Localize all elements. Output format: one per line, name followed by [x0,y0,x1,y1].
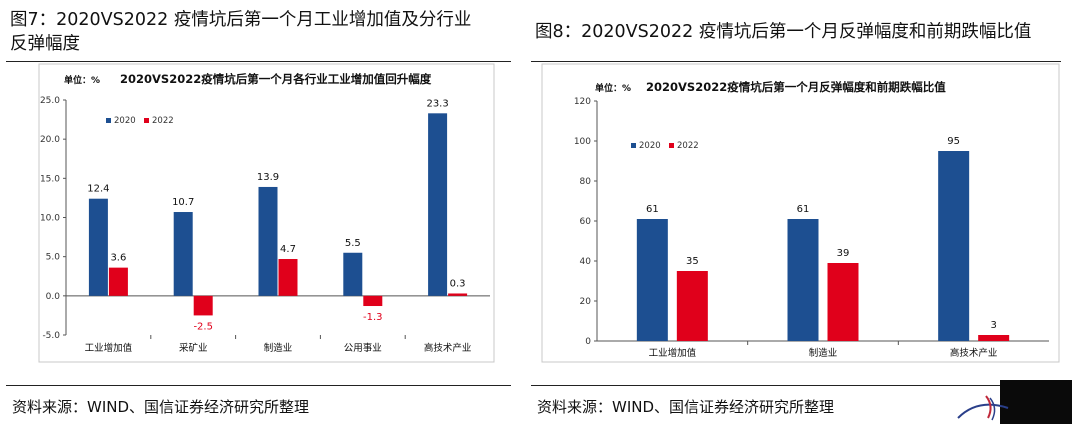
chart-1-data-label-2020-5: 23.3 [426,98,448,109]
figure-7-top-rule [6,61,511,62]
chart-1-unit-label: 单位：% [64,74,100,86]
chart-1-category-label: 制造业 [264,342,293,354]
chart-2-bar-2022-2 [827,263,859,341]
figure-8-chart: 单位：% 2020VS2022疫情坑后第一个月反弹幅度和前期跌幅比值 120 100 8… [541,63,1060,363]
chart-2-data-label-2022-1: 35 [686,256,699,267]
chart-2-legend-swatch-2020 [631,143,636,148]
chart-2-data-label-2020-3: 95 [947,136,960,147]
chart-2-unit-label: 单位：% [595,82,631,94]
chart-1-bar-2020-5 [428,113,448,296]
chart-2-category-label: 工业增加值 [649,347,697,359]
chart-1-y-tick-label: 15.0 [40,174,60,184]
chart-1-bar-2020-1 [88,198,108,296]
chart-2-bar-2022-3 [978,335,1010,341]
chart-1-category-label: 公用事业 [344,342,382,354]
chart-2-bar-2020-1 [636,219,668,341]
chart-2-data-label-2022-3: 3 [990,320,996,331]
chart-1-bar-2020-4 [343,252,363,296]
figure-8-top-rule [531,61,1061,62]
chart-1-category-label: 采矿业 [179,342,208,354]
chart-1-data-label-2020-2: 10.7 [172,197,194,208]
chart-2-legend-label-2020: 2020 [639,141,661,151]
figure-7-bottom-rule [6,385,511,386]
logo-seal [957,380,1072,424]
chart-1-bar-2022-1 [108,267,128,296]
chart-1-y-tick-label: 5.0 [46,253,61,263]
chart-2-bar-2020-3 [938,151,970,341]
chart-1-bar-2020-3 [258,186,278,296]
chart-2-bar-2020-2 [787,219,819,341]
figure-7-source: 资料来源：WIND、国信证券经济研究所整理 [12,398,310,416]
chart-1-data-label-2022-5: 0.3 [450,278,466,289]
figure-8-title: 图8：2020VS2022 疫情坑后第一个月反弹幅度和前期跌幅比值 [535,22,1032,42]
chart-1-legend-swatch-2020 [106,118,111,123]
chart-1-chart-title: 2020VS2022疫情坑后第一个月各行业工业增加值回升幅度 [120,72,432,86]
chart-2-legend-swatch-2022 [669,143,674,148]
chart-1-data-label-2022-2: -2.5 [193,321,213,332]
chart-2-category-label: 制造业 [809,347,838,359]
chart-2-chart-title: 2020VS2022疫情坑后第一个月反弹幅度和前期跌幅比值 [646,80,946,94]
figure-7-chart: 单位：% 2020VS2022疫情坑后第一个月各行业工业增加值回升幅度 25.0 20… [38,63,495,363]
chart-1-data-label-2022-1: 3.6 [110,253,126,264]
chart-1-legend-label-2020: 2020 [114,116,136,126]
chart-1-legend-label-2022: 2022 [152,116,174,126]
chart-1-bar-2022-3 [278,259,298,296]
figure-7-title: 图7：2020VS2022 疫情坑后第一个月工业增加值及分行业 反弹幅度 [10,8,471,56]
chart-2-y-tick-label: 0 [585,337,591,347]
chart-1-data-label-2020-3: 13.9 [257,172,279,183]
chart-1-frame [38,63,495,363]
chart-2-y-tick-label: 120 [574,97,591,107]
chart-2-data-label-2020-2: 61 [797,204,810,215]
chart-1-category-label: 高技术产业 [424,342,472,354]
chart-2-legend-label-2022: 2022 [677,141,699,151]
chart-1-legend-swatch-2022 [144,118,149,123]
chart-2-category-label: 高技术产业 [950,347,998,359]
chart-1-y-tick-label: 0.0 [46,292,61,302]
chart-1-bar-2022-4 [363,295,383,307]
chart-1-data-label-2022-4: -1.3 [363,312,383,323]
chart-2-data-label-2020-1: 61 [646,204,659,215]
chart-1-category-label: 工业增加值 [85,342,133,354]
chart-1-y-tick-label: 25.0 [40,96,60,106]
chart-2-y-tick-label: 40 [580,257,592,267]
figure-7-title-line1: 图7：2020VS2022 疫情坑后第一个月工业增加值及分行业 [10,10,472,30]
chart-1-bar-2022-5 [448,293,468,296]
chart-1-y-tick-label: -5.0 [42,331,60,341]
chart-2-y-tick-label: 80 [580,177,592,187]
chart-1-data-label-2020-1: 12.4 [87,184,109,195]
chart-1-y-tick-label: 20.0 [40,135,60,145]
chart-2-frame [541,63,1060,363]
chart-2-y-tick-label: 20 [580,297,592,307]
figure-7-title-line2: 反弹幅度 [10,34,80,54]
chart-2-data-label-2022-2: 39 [837,248,850,259]
chart-1-y-tick-label: 10.0 [40,214,60,224]
chart-1-data-label-2022-3: 4.7 [280,244,296,255]
chart-2-bar-2022-1 [676,271,708,341]
chart-1-bar-2022-2 [193,295,213,316]
chart-2-y-tick-label: 60 [580,217,592,227]
figure-8-bottom-rule [531,385,1061,386]
chart-1-bar-2020-2 [173,212,193,296]
figure-8-source: 资料来源：WIND、国信证券经济研究所整理 [537,398,835,416]
chart-2-y-tick-label: 100 [574,137,591,147]
chart-1-data-label-2020-4: 5.5 [345,238,361,249]
